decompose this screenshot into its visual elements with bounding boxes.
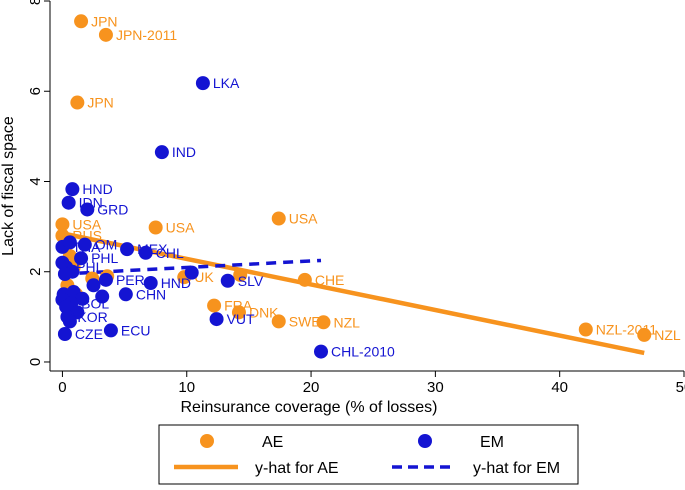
- point-em: [75, 291, 90, 306]
- axes-group: 0 2 4 6 8 0 10 20 30 40 50 Reinsurance coverage (% …: [0, 0, 685, 416]
- point-label-ae: CHE: [315, 272, 345, 288]
- point-label-em: CHN: [136, 286, 166, 302]
- x-axis-label: Reinsurance coverage (% of losses): [180, 399, 437, 416]
- y-tick-label: 2: [27, 268, 44, 276]
- point-em: [86, 278, 101, 293]
- point-label-ae: UK: [194, 269, 214, 285]
- point-label-ae: DNK: [249, 304, 279, 320]
- point-label-em: BOL: [81, 295, 109, 311]
- point-label-em: SLV: [238, 273, 264, 289]
- legend-label: y-hat for EM: [473, 460, 560, 477]
- point-label-ae: NZL: [333, 314, 360, 330]
- legend-label: AE: [262, 434, 283, 451]
- point-label-ae: JPN: [87, 95, 113, 111]
- point-ae: [271, 314, 286, 329]
- point-label-em: PHL: [76, 259, 103, 275]
- point-label-em: CZE: [75, 326, 103, 342]
- x-tick-label: 0: [58, 379, 66, 396]
- point-label-ae: USA: [166, 220, 195, 236]
- point-ae: [637, 327, 652, 342]
- point-em: [57, 266, 72, 281]
- point-label-em: GRD: [97, 201, 128, 217]
- point-em: [95, 289, 110, 304]
- point-label-ae: RUS: [72, 228, 102, 244]
- point-ae: [578, 322, 593, 337]
- point-label-em: CHL: [156, 245, 184, 261]
- x-tick-label: 10: [178, 379, 195, 396]
- point-label-ae: USA: [72, 216, 101, 232]
- y-axis-label: Lack of fiscal space: [0, 116, 17, 256]
- point-em: [143, 276, 158, 291]
- point-label-em: ECU: [121, 322, 151, 338]
- point-em: [314, 344, 329, 359]
- point-ae: [207, 298, 222, 313]
- point-label-em: LKA: [213, 75, 240, 91]
- points-group: JPNJPN-2011JPNUSAUSAUSARUSUKCHEFRADNKSWE…: [55, 13, 681, 360]
- point-em: [65, 182, 80, 197]
- x-tick-label: 50: [676, 379, 685, 396]
- y-tick-label: 0: [27, 358, 44, 366]
- point-ae: [316, 315, 331, 330]
- point-em: [195, 76, 210, 91]
- point-ae: [271, 211, 286, 226]
- point-ae: [74, 14, 89, 29]
- point-em: [120, 242, 135, 257]
- point-label-ae: USA: [289, 210, 318, 226]
- point-ae: [231, 305, 246, 320]
- point-em: [220, 273, 235, 288]
- point-label-ae: SWE: [289, 313, 321, 329]
- legend-marker-em: [418, 434, 432, 448]
- point-em: [77, 237, 92, 252]
- legend-label: y-hat for AE: [255, 460, 339, 477]
- point-ae: [233, 267, 248, 282]
- point-em: [57, 327, 72, 341]
- legend-box: [158, 424, 579, 485]
- point-ae: [70, 95, 85, 110]
- point-label-em: PER: [116, 272, 145, 288]
- x-tick-label: 30: [427, 379, 444, 396]
- point-label-ae: JPN-2011: [116, 27, 177, 43]
- point-label-em: PHL: [91, 250, 118, 266]
- y-tick-label: 6: [27, 87, 44, 95]
- point-em: [61, 195, 76, 210]
- point-em: [98, 272, 113, 287]
- x-tick-label: 20: [303, 379, 320, 396]
- point-em: [154, 145, 169, 160]
- point-em: [209, 312, 224, 327]
- point-em: [80, 202, 95, 217]
- point-em: [74, 251, 89, 266]
- y-tick-label: 8: [27, 0, 44, 5]
- point-label-ae: JPN: [91, 13, 117, 29]
- fit-line-ae: [61, 231, 645, 356]
- point-em: [138, 245, 153, 260]
- point-em: [118, 287, 133, 302]
- y-tick-label: 4: [27, 177, 44, 185]
- point-ae: [297, 272, 312, 287]
- point-label-ae: NZL: [654, 327, 681, 343]
- legend-label: EM: [480, 434, 504, 451]
- point-em: [62, 314, 77, 329]
- point-ae: [148, 220, 163, 235]
- point-em: [184, 265, 199, 280]
- point-label-em: IND: [172, 144, 196, 160]
- point-label-em: OM: [95, 237, 118, 253]
- point-ae: [98, 27, 113, 42]
- point-label-em: HND: [161, 275, 191, 291]
- point-label-em: CHL-2010: [331, 344, 395, 360]
- point-em: [103, 323, 118, 338]
- legend-marker-ae: [200, 434, 214, 448]
- point-ae: [55, 217, 70, 232]
- x-tick-label: 40: [551, 379, 568, 396]
- point-label-em: KOR: [77, 309, 107, 325]
- point-label-em: VUT: [227, 311, 255, 327]
- point-label-em: HND: [82, 181, 112, 197]
- legend-group: AE EM y-hat for AE y-hat for EM: [158, 424, 579, 485]
- point-em: [62, 235, 77, 250]
